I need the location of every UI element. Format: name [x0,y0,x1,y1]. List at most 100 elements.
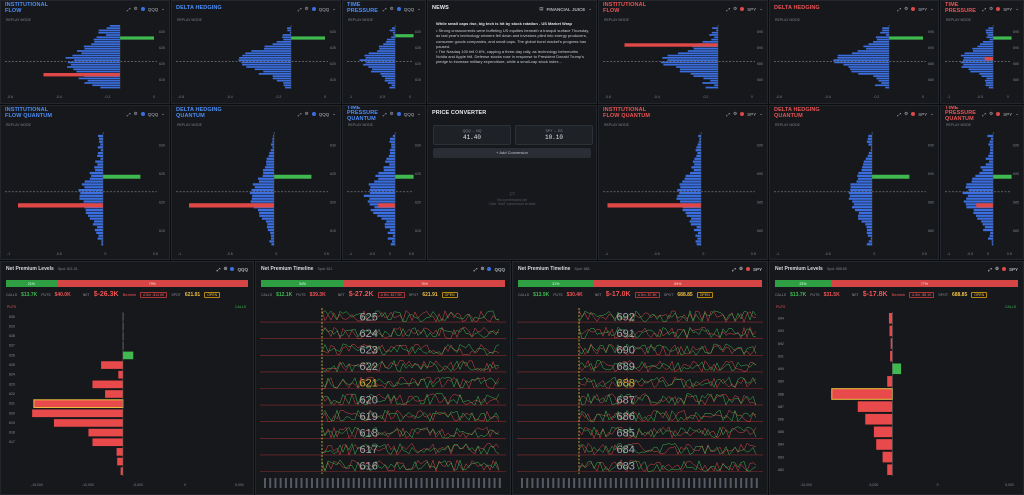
gear-icon[interactable]: ⚙ [989,111,994,116]
expand-icon[interactable]: ⤢ [897,111,902,117]
expand-icon[interactable]: ⤢ [216,266,221,272]
value-tick: 0.5 [751,252,756,256]
premium-bar[interactable] [892,363,902,375]
converter-card-qqq[interactable]: QQQ → NQ 41.40 [433,125,511,145]
gear-icon[interactable]: ⚙ [994,266,999,271]
premium-bar[interactable] [857,401,893,412]
expand-icon[interactable]: ⤢ [127,6,131,12]
flow-bar [72,54,120,57]
expand-icon[interactable]: ⤢ [298,6,302,12]
premium-bar[interactable] [105,390,123,398]
premium-bar[interactable] [117,457,123,466]
time-tick [384,478,386,488]
expand-icon[interactable]: ⤢ [383,6,387,12]
chevron-down-icon[interactable]: ⌄ [1015,6,1019,11]
gear-icon[interactable]: ⚙ [389,111,394,116]
gear-icon[interactable]: ⚙ [904,6,909,11]
premium-bar[interactable] [32,409,123,418]
news-source[interactable]: FINANCIAL JUICE [546,6,586,12]
gear-icon[interactable]: ⚙ [733,111,738,116]
premium-line [321,377,500,389]
expand-icon[interactable]: ⤢ [982,111,987,117]
gear-icon[interactable]: ⚙ [733,6,738,11]
premium-bar[interactable] [889,325,893,337]
value-tick: 0 [324,95,326,99]
chevron-down-icon[interactable]: ⌄ [161,111,165,116]
chevron-down-icon[interactable]: ⌄ [930,6,934,11]
add-conversion-button[interactable]: + Add Conversion [433,148,591,158]
open-tag: OPEN [204,291,221,298]
premium-bar[interactable] [101,361,123,369]
gear-icon[interactable]: ⚙ [738,266,743,271]
gear-icon[interactable]: ⚙ [389,6,394,11]
value-tick: -0.4 [825,95,831,99]
gear-icon[interactable]: ⚙ [223,266,228,271]
flow-bar [251,189,274,192]
gear-icon[interactable]: ⚙ [304,111,309,116]
premium-bar[interactable] [831,388,893,400]
premium-bar[interactable] [122,351,134,360]
value-tick: -0.5 [967,252,973,256]
expand-icon[interactable]: ⤢ [127,111,131,117]
value-tick: -0.2 [702,95,708,99]
premium-bar[interactable] [890,338,893,349]
put-bar [189,203,274,208]
flow-bar [973,208,994,212]
chevron-down-icon[interactable]: ⌄ [332,6,336,11]
expand-icon[interactable]: ⤢ [732,266,736,272]
flow-bar [861,220,872,223]
premium-bar[interactable] [882,451,893,463]
premium-bar[interactable] [116,448,123,456]
gear-icon[interactable]: ⚙ [133,6,138,11]
chevron-down-icon[interactable]: ⌄ [588,6,592,11]
calendar-icon[interactable]: ▤ [539,6,544,11]
gear-icon[interactable]: ⚙ [989,6,994,11]
premium-bar[interactable] [92,380,123,389]
chevron-down-icon[interactable]: ⌄ [759,111,763,116]
premium-bar[interactable] [865,413,893,425]
flow-bar [96,36,120,39]
flow-bar [960,54,994,57]
premium-bar[interactable] [876,439,893,450]
converter-card-spy[interactable]: SPY → ES 10.10 [515,125,593,145]
gear-icon[interactable]: ⚙ [304,6,309,11]
chevron-down-icon[interactable]: ⌄ [332,111,336,116]
chevron-down-icon[interactable]: ⌄ [417,111,421,116]
expand-icon[interactable]: ⤢ [982,6,987,12]
flow-bar [369,197,396,200]
flow-chart: 695 690 685 680 -0.6 -0.4 -0.2 0 [603,25,763,99]
premium-bar[interactable] [888,313,893,324]
premium-bar[interactable] [33,399,124,408]
expand-icon[interactable]: ⤢ [473,266,478,272]
expand-icon[interactable]: ⤢ [988,266,992,272]
expand-icon[interactable]: ⤢ [298,111,302,117]
expand-icon[interactable]: ⤢ [726,6,731,12]
expand-icon[interactable]: ⤢ [897,6,902,12]
gear-icon[interactable]: ⚙ [480,266,485,271]
expand-icon[interactable]: ⤢ [726,111,731,117]
time-tick [331,478,334,488]
level-label: 690 [616,345,634,357]
gear-icon[interactable]: ⚙ [133,111,138,116]
chevron-down-icon[interactable]: ⌄ [417,6,421,11]
premium-bar[interactable] [118,370,123,379]
level-label: 692 [616,311,634,323]
news-headline[interactable]: While small caps rise, big tech is hit b… [436,21,572,26]
expand-icon[interactable]: ⤢ [383,111,387,117]
status-dot [396,7,401,11]
premium-bar[interactable] [53,419,123,427]
chevron-down-icon[interactable]: ⌄ [1015,111,1019,116]
premium-bar[interactable] [890,350,893,362]
chevron-down-icon[interactable]: ⌄ [930,111,934,116]
premium-bar[interactable] [92,438,123,447]
premium-bar[interactable] [887,376,893,387]
replay-mode-label: REPLAY MODE [6,123,31,127]
gear-icon[interactable]: ⚙ [904,111,909,116]
premium-bar[interactable] [873,426,893,438]
premium-bar[interactable] [88,428,123,437]
level-label: 623 [359,345,377,357]
premium-bar[interactable] [120,467,123,475]
chevron-down-icon[interactable]: ⌄ [161,6,165,11]
chevron-down-icon[interactable]: ⌄ [759,6,763,11]
premium-bar[interactable] [887,464,893,475]
